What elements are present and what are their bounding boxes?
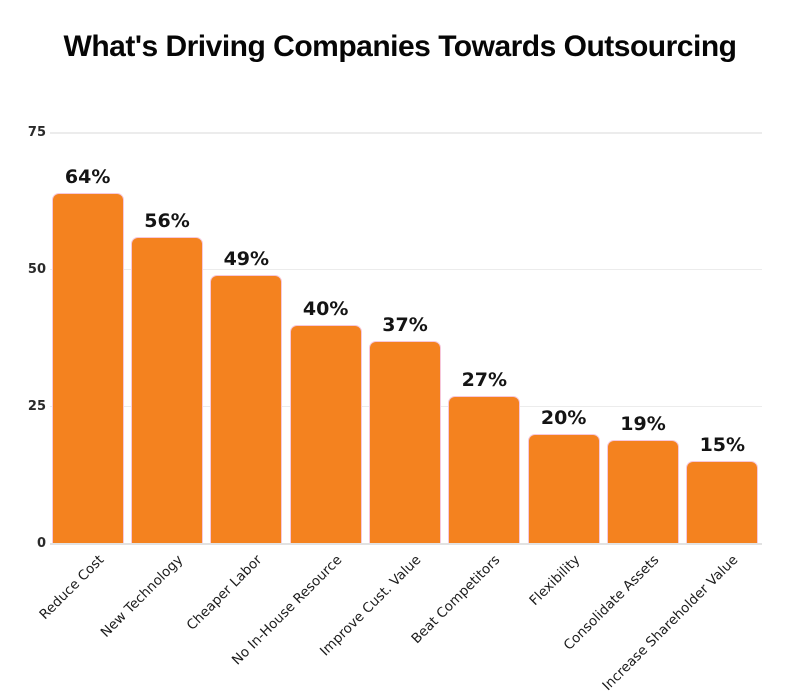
x-axis-line: [50, 542, 762, 545]
bar-new-technology: [131, 236, 203, 544]
bar-cheaper-labor: [210, 275, 283, 544]
bar-consolidate-assets: [607, 439, 679, 544]
bar-value-label: 20%: [540, 407, 587, 430]
bar-flexibility: [527, 434, 600, 544]
bar-improve-cust-value: [369, 340, 441, 544]
x-axis-label: Increase Shareholder Value: [599, 552, 742, 694]
gridline-50: [50, 268, 762, 271]
bar-no-in-house-resource: [289, 324, 362, 544]
bar-value-label: 56%: [144, 209, 190, 232]
bar-increase-shareholder-value: [686, 461, 759, 544]
bar-value-label: 19%: [620, 412, 666, 435]
x-axis-label: New Technology: [97, 552, 187, 641]
y-tick-label-75: 75: [27, 125, 46, 140]
bar-value-label: 37%: [382, 313, 428, 336]
bar-reduce-cost: [51, 193, 124, 544]
bar-beat-competitors: [448, 395, 521, 544]
bar-value-label: 15%: [699, 434, 746, 457]
y-tick-label-0: 0: [36, 535, 46, 551]
x-axis-label: Beat Competitors: [408, 552, 504, 647]
gridline-75: [50, 132, 762, 134]
y-tick-label-25: 25: [27, 398, 46, 414]
chart-title: What's Driving Companies Towards Outsour…: [63, 30, 737, 63]
x-axis-label: Flexibility: [526, 552, 583, 609]
bar-value-label: 49%: [223, 248, 270, 271]
bar-value-label: 40%: [302, 297, 349, 320]
x-axis-label: Cheaper Labor: [184, 552, 266, 634]
bar-value-label: 64%: [64, 166, 111, 189]
x-axis-label: Reduce Cost: [36, 552, 107, 623]
y-tick-label-50: 50: [27, 261, 46, 277]
bar-value-label: 27%: [461, 368, 508, 391]
